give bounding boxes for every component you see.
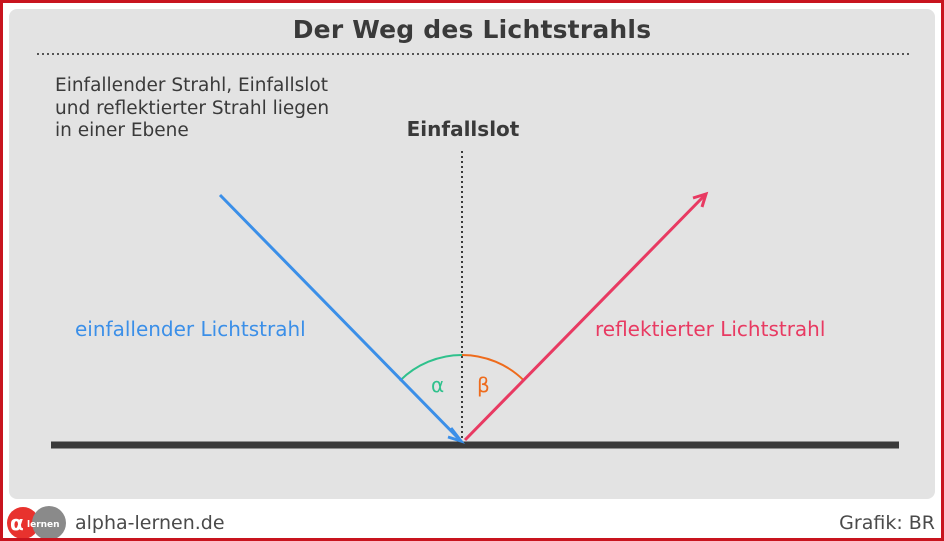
incident-arrowhead: [447, 427, 466, 444]
beta-arc: [461, 354, 525, 382]
reflected-ray: [463, 194, 706, 442]
image-credit: Grafik: BR: [839, 512, 935, 534]
description-text: Einfallender Strahl, Einfallslot und ref…: [55, 75, 375, 143]
logo-text: lernen: [27, 520, 60, 530]
incident-ray-label: einfallender Lichtstrahl: [75, 317, 306, 341]
alpha-arc: [399, 354, 463, 382]
incident-ray: [218, 193, 461, 441]
description-line: in einer Ebene: [55, 120, 189, 141]
description-line: Einfallender Strahl, Einfallslot: [55, 75, 329, 96]
diagram-panel: [9, 9, 935, 499]
page-title: Der Weg des Lichtstrahls: [292, 15, 652, 44]
reflection-diagram: [37, 53, 911, 449]
alpha-angle-label: α: [431, 373, 445, 397]
reflected-ray-label: reflektierter Lichtstrahl: [595, 317, 826, 341]
svg-text:α: α: [10, 511, 24, 535]
alpha-lernen-logo: α lernen: [7, 506, 66, 538]
description-line: und reflektierter Strahl liegen: [55, 97, 330, 119]
beta-angle-label: β: [477, 373, 490, 397]
site-link[interactable]: alpha-lernen.de: [75, 512, 225, 534]
reflected-arrowhead: [692, 191, 709, 208]
normal-label: Einfallslot: [406, 117, 520, 141]
